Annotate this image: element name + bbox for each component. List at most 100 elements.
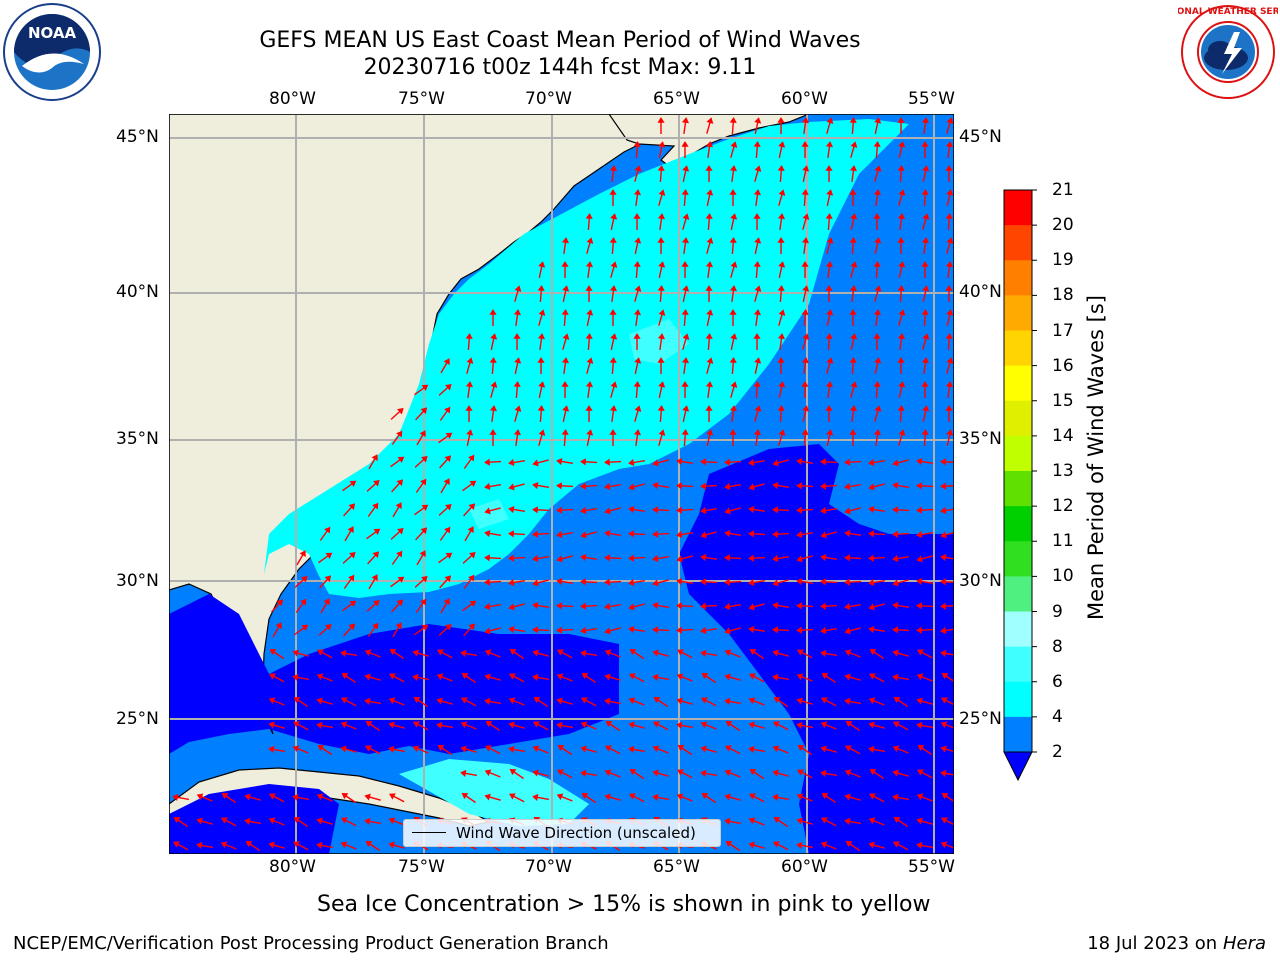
wave-direction-arrowhead [324, 575, 332, 582]
wave-direction-arrowhead [396, 430, 403, 438]
wave-direction-arrowhead [917, 744, 925, 752]
wave-direction-arrowhead [509, 648, 517, 656]
wave-direction-arrowhead [892, 481, 899, 490]
wave-direction-arrowhead [514, 405, 522, 412]
wave-direction-arrowhead [468, 574, 475, 582]
colorbar-title: Mean Period of Wind Waves [s] [1084, 295, 1108, 620]
wave-direction-arrowhead [633, 141, 641, 147]
wave-direction-arrowhead [754, 405, 762, 412]
lon-label-bottom-75w: 75°W [398, 857, 445, 877]
wave-direction-arrowhead [893, 721, 900, 728]
wave-direction-arrowhead [897, 357, 905, 363]
colorbar-bin [1004, 365, 1032, 402]
wave-direction-arrowhead [658, 381, 666, 388]
wave-direction-arrowhead [729, 309, 737, 315]
wave-direction-arrowhead [916, 482, 922, 490]
wave-direction-arrowhead [868, 625, 875, 634]
wave-direction-arrowhead [749, 648, 757, 656]
wave-direction-arrowhead [372, 551, 380, 558]
wave-direction-arrowhead [940, 626, 947, 635]
wave-direction-arrowhead [801, 309, 809, 315]
colorbar-tick-label: 17 [1052, 320, 1074, 341]
wave-direction-arrowhead [729, 189, 737, 195]
wave-direction-arrowhead [508, 745, 515, 753]
colorbar-bin [1004, 190, 1032, 226]
wave-direction-arrowhead [916, 457, 923, 466]
wave-direction-arrowhead [754, 357, 762, 364]
wave-direction-arrowhead [676, 626, 682, 634]
wave-direction-arrowhead [724, 769, 732, 777]
wave-direction-arrowhead [700, 769, 707, 777]
wave-direction-arrowhead [873, 141, 881, 147]
wave-direction-arrowhead [724, 649, 732, 657]
wave-direction-arrowhead [825, 333, 833, 339]
wave-direction-arrowhead [244, 817, 251, 825]
wave-direction-arrowhead [850, 141, 858, 148]
wave-direction-arrowhead [341, 817, 348, 824]
wave-direction-arrowhead [513, 381, 521, 387]
wave-direction-arrowhead [556, 721, 563, 729]
wave-direction-arrowhead [421, 384, 429, 391]
wave-direction-arrowhead [364, 817, 371, 825]
wave-direction-arrowhead [826, 237, 834, 244]
wave-direction-arrowhead [749, 793, 756, 800]
wave-direction-arrowhead [725, 840, 733, 848]
wave-direction-arrowhead [388, 841, 395, 849]
wave-direction-arrowhead [445, 503, 452, 511]
wave-direction-arrowhead [940, 649, 947, 657]
wave-direction-arrowhead [293, 841, 300, 848]
wave-direction-arrowhead [436, 697, 443, 705]
wave-direction-arrowhead [898, 429, 906, 436]
wave-direction-arrowhead [371, 454, 378, 461]
wave-direction-arrowhead [729, 405, 738, 412]
wave-direction-arrowhead [556, 555, 563, 563]
wave-direction-arrowhead [705, 141, 714, 148]
wave-direction-arrowhead [778, 141, 786, 148]
wave-direction-arrowhead [820, 745, 827, 753]
wave-direction-arrowhead [921, 237, 930, 244]
wave-direction-arrowhead [681, 261, 689, 267]
legend-label: Wind Wave Direction (unscaled) [456, 824, 696, 842]
wave-direction-arrowhead [916, 530, 923, 539]
wave-direction-arrowhead [892, 601, 899, 610]
wave-direction-arrowhead [373, 528, 381, 535]
wave-direction-arrowhead [508, 603, 515, 611]
lat-label-left-30n: 30°N [116, 571, 159, 591]
wave-direction-arrowhead [797, 744, 805, 752]
wave-direction-arrowhead [629, 648, 637, 656]
wave-direction-arrowhead [172, 793, 179, 801]
wave-direction-arrowhead [389, 648, 397, 656]
wave-direction-arrowhead [706, 429, 714, 436]
wave-direction-arrowhead [898, 261, 906, 268]
wave-direction-arrowhead [676, 555, 683, 563]
wave-direction-arrowhead [778, 261, 786, 268]
wave-direction-arrowhead [772, 601, 779, 610]
wave-direction-arrowhead [468, 623, 476, 630]
wave-direction-arrowhead [754, 165, 762, 172]
wave-direction-arrowhead [514, 285, 522, 292]
wave-direction-arrowhead [460, 721, 468, 729]
wave-direction-arrowhead [820, 578, 826, 586]
wave-direction-arrowhead [605, 745, 612, 752]
wave-direction-arrowhead [676, 697, 683, 705]
footer-machine: Hera [1222, 933, 1266, 954]
wave-direction-arrowhead [725, 745, 732, 752]
wave-direction-arrowhead [753, 189, 762, 196]
wave-direction-arrowhead [868, 530, 874, 538]
wave-direction-arrowhead [657, 357, 665, 363]
lat-label-left-25n: 25°N [116, 709, 159, 729]
wave-direction-arrowhead [820, 531, 827, 539]
wave-direction-arrowhead [629, 793, 636, 800]
wave-direction-arrowhead [850, 261, 858, 268]
wave-direction-arrowhead [849, 357, 857, 363]
wave-direction-arrowhead [609, 285, 618, 292]
wave-direction-arrowhead [748, 817, 756, 825]
wave-direction-arrowhead [845, 840, 853, 848]
wave-direction-arrowhead [821, 697, 828, 704]
wave-direction-arrowhead [677, 649, 684, 656]
wave-direction-arrowhead [682, 405, 690, 412]
wave-direction-arrowhead [868, 554, 874, 562]
wave-direction-arrowhead [772, 506, 778, 514]
wave-direction-arrowhead [629, 673, 636, 680]
wave-direction-arrowhead [533, 721, 540, 728]
